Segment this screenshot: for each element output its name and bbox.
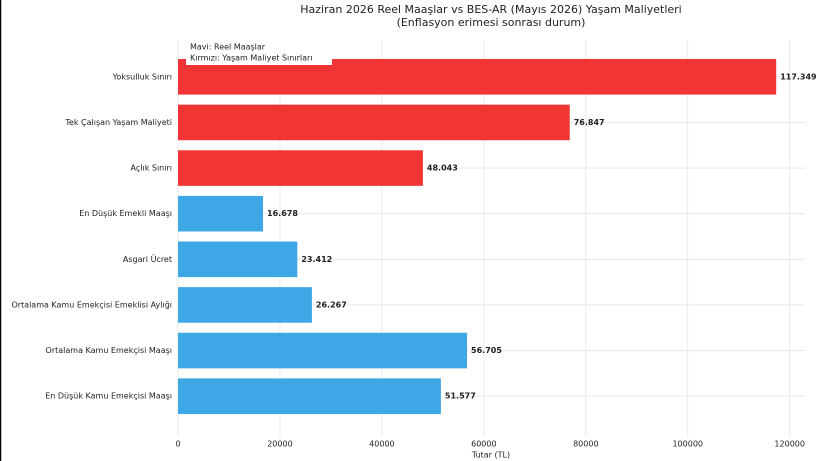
y-tick-label: En Düşük Kamu Emekçisi Maaşı — [45, 392, 172, 401]
bar — [178, 378, 441, 414]
x-tick-label: 100000 — [672, 440, 703, 449]
annotation: Mavi: Reel Maaşlar — [190, 43, 266, 52]
value-label: 117.349 — [780, 72, 817, 81]
y-tick-label: Ortalama Kamu Emekçisi Emeklisi Aylığı — [11, 300, 172, 309]
chart-title: Haziran 2026 Reel Maaşlar vs BES-AR (May… — [300, 3, 682, 16]
bar — [178, 287, 312, 323]
x-tick-label: 0 — [175, 440, 180, 449]
y-tick-label: En Düşük Emekli Maaşı — [79, 209, 172, 218]
y-tick-label: Asgari Ücret — [123, 254, 172, 264]
y-tick-label: Tek Çalışan Yaşam Maliyeti — [64, 118, 172, 127]
x-tick-label: 20000 — [267, 440, 292, 449]
bar — [178, 104, 570, 141]
annotation: Kırmızı: Yaşam Maliyet Sınırları — [190, 54, 313, 63]
x-tick-label: 80000 — [573, 440, 598, 449]
x-axis-label: Tutar (TL) — [471, 451, 510, 460]
value-label: 16.678 — [267, 209, 298, 218]
value-label: 76.847 — [574, 118, 605, 127]
value-label: 26.267 — [316, 300, 347, 309]
plot: 0 20000 40000 60000 80000 100000 120000 Yoksull… — [11, 40, 817, 449]
x-tick-label: 40000 — [369, 440, 394, 449]
bar — [178, 150, 423, 186]
x-tick-label: 60000 — [471, 440, 496, 449]
bar — [178, 195, 264, 232]
x-tick-label: 120000 — [774, 440, 805, 449]
bar — [178, 332, 468, 369]
value-label: 51.577 — [445, 392, 476, 401]
value-label: 56.705 — [471, 346, 502, 355]
y-tick-label: Yoksulluk Sınırı — [112, 72, 172, 81]
legend-box — [186, 40, 332, 65]
y-tick-label: Ortalama Kamu Emekçisi Maaşı — [46, 346, 172, 355]
y-tick-label: Açlık Sınırı — [131, 164, 172, 173]
value-label: 48.043 — [427, 164, 458, 173]
bar — [178, 241, 298, 278]
value-label: 23.412 — [301, 255, 332, 264]
chart-subtitle: (Enflasyon erimesi sonrası durum) — [397, 16, 586, 29]
